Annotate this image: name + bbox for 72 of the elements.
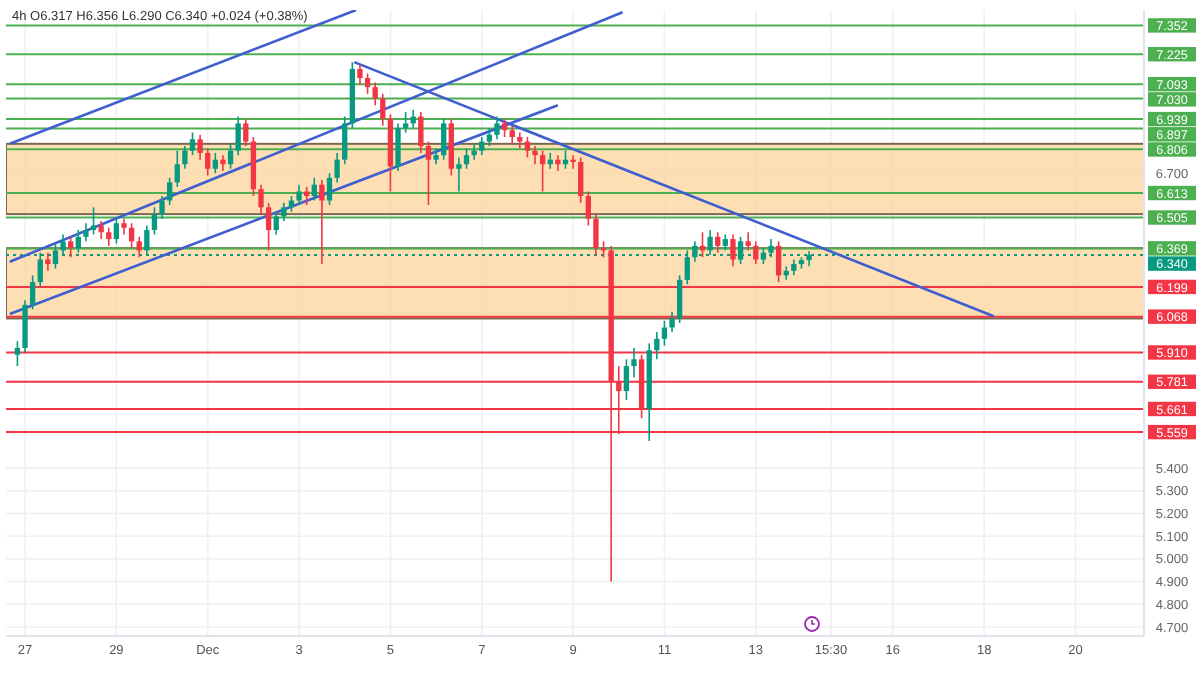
candlestick bbox=[418, 111, 424, 154]
candlestick bbox=[654, 331, 660, 361]
candlestick bbox=[106, 226, 112, 247]
candlestick bbox=[342, 115, 348, 166]
candlestick bbox=[661, 319, 668, 347]
candlestick bbox=[395, 122, 401, 172]
candlestick bbox=[380, 93, 386, 127]
candlestick bbox=[623, 358, 630, 401]
candlestick bbox=[631, 347, 637, 379]
candlestick bbox=[402, 111, 409, 134]
candlestick bbox=[166, 177, 173, 206]
candlestick bbox=[501, 118, 508, 138]
candlestick bbox=[250, 136, 257, 197]
candlestick bbox=[296, 183, 302, 206]
candlestick bbox=[715, 231, 721, 254]
candlestick bbox=[235, 115, 241, 156]
candlestick bbox=[570, 154, 576, 170]
candlestick bbox=[425, 140, 432, 206]
candlestick bbox=[479, 136, 485, 156]
candlestick bbox=[22, 299, 28, 354]
candlestick bbox=[448, 118, 454, 177]
candlestick bbox=[555, 154, 561, 172]
candlestick bbox=[174, 149, 180, 188]
candlestick bbox=[319, 179, 325, 265]
candlestick bbox=[326, 172, 333, 206]
candlestick bbox=[205, 147, 211, 177]
candlestick bbox=[243, 118, 249, 147]
candlestick bbox=[98, 220, 104, 240]
candlestick bbox=[387, 113, 394, 193]
candlestick bbox=[273, 211, 279, 236]
candlestick bbox=[29, 274, 36, 311]
candlestick bbox=[334, 152, 340, 184]
candlestick bbox=[585, 190, 591, 227]
candlestick bbox=[182, 145, 188, 170]
candlestick bbox=[456, 156, 462, 193]
candlestick bbox=[136, 236, 142, 259]
candlestick bbox=[14, 340, 21, 367]
candlestick bbox=[68, 236, 74, 259]
candlestick bbox=[539, 149, 546, 193]
candlestick bbox=[364, 72, 371, 95]
candlestick bbox=[372, 81, 378, 107]
candlestick bbox=[593, 213, 599, 256]
candlestick bbox=[775, 240, 782, 283]
candlestick bbox=[463, 147, 470, 170]
candlestick bbox=[730, 233, 736, 268]
candlestick bbox=[90, 206, 97, 236]
candlestick bbox=[212, 152, 218, 175]
candlestick bbox=[281, 201, 287, 222]
candlestick bbox=[357, 63, 363, 86]
candlestick bbox=[83, 222, 89, 243]
candlestick bbox=[745, 231, 751, 252]
candlestick bbox=[189, 131, 196, 156]
candlestick bbox=[304, 186, 310, 206]
candlestick bbox=[509, 124, 515, 145]
candlestick bbox=[578, 156, 584, 204]
candlestick bbox=[471, 143, 477, 161]
candlestick bbox=[486, 127, 493, 147]
candlestick bbox=[669, 310, 675, 333]
candlestick bbox=[265, 201, 272, 252]
candlestick bbox=[220, 154, 226, 172]
candlestick bbox=[45, 251, 51, 272]
candlestick bbox=[113, 217, 120, 245]
candlestick bbox=[311, 177, 317, 202]
candlestick bbox=[197, 133, 203, 161]
candlestick bbox=[159, 195, 165, 220]
candlestick bbox=[258, 183, 264, 215]
candlestick bbox=[677, 274, 683, 324]
candlestick bbox=[532, 145, 538, 166]
candlestick bbox=[151, 206, 158, 236]
candlestick bbox=[441, 118, 447, 161]
candlestick bbox=[494, 115, 500, 141]
candlestick bbox=[524, 136, 531, 159]
